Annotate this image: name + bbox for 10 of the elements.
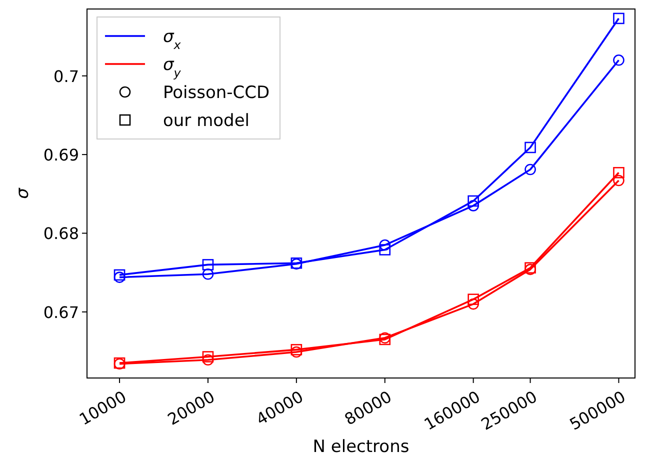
y-axis-title: σ	[13, 186, 33, 199]
y-tick-label: 0.67	[43, 302, 79, 322]
y-tick-label: 0.68	[43, 224, 79, 244]
legend-label: σ$_{x}$	[163, 27, 182, 52]
legend-label: σ$_{y}$	[163, 55, 182, 80]
y-tick-label: 0.69	[43, 146, 79, 165]
annotation: Poisson-CCD	[163, 83, 270, 103]
x-axis-title: N electrons	[312, 437, 410, 457]
annotation: our model	[163, 111, 250, 131]
y-tick-label: 0.7	[54, 66, 79, 86]
